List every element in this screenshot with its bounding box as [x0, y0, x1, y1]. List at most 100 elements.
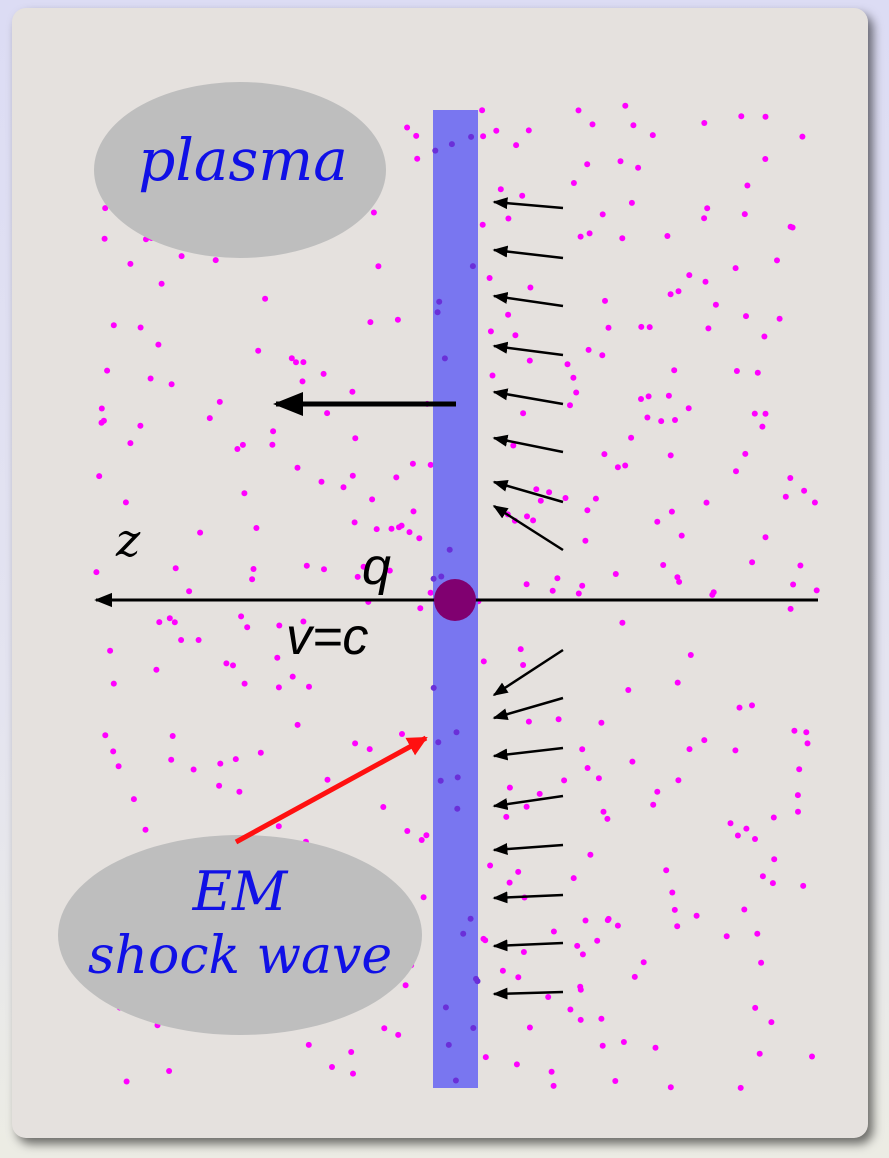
plasma-particle — [474, 978, 481, 985]
plasma-particle — [782, 493, 789, 500]
plasma-particle — [791, 727, 798, 734]
plasma-particle — [622, 462, 629, 469]
plasma-particle — [418, 837, 425, 843]
field-arrow — [492, 987, 564, 1000]
plasma-particle — [799, 133, 806, 140]
plasma-particle — [241, 680, 248, 687]
plasma-particle — [321, 566, 327, 573]
plasma-particle — [732, 747, 739, 754]
plasma-particle — [93, 569, 100, 576]
plasma-particle — [801, 487, 808, 494]
plasma-particle — [369, 496, 376, 503]
plasma-particle — [274, 654, 281, 661]
plasma-particle — [381, 1025, 388, 1032]
plasma-particle — [360, 563, 367, 570]
plasma-particle — [776, 315, 783, 322]
field-arrow — [492, 891, 564, 904]
plasma-particle — [570, 180, 577, 186]
plasma-particle — [469, 263, 476, 270]
plasma-particle — [470, 1025, 477, 1031]
plasma-particle — [289, 673, 296, 680]
plasma-particle — [628, 199, 635, 206]
plasma-particle — [756, 1050, 763, 1057]
plasma-particle — [744, 182, 751, 189]
plasma-particle — [625, 687, 632, 693]
plasma-particle — [104, 367, 111, 374]
plasma-particle — [438, 573, 445, 580]
plasma-particle — [216, 398, 223, 405]
plasma-particle — [685, 405, 692, 412]
plasma-particle — [166, 615, 173, 622]
plasma-particle — [489, 372, 496, 379]
plasma-particle — [172, 565, 179, 572]
plasma-particle — [340, 484, 347, 491]
plasma-particle — [769, 880, 776, 887]
em-pointer-arrow — [234, 735, 428, 845]
plasma-particle — [525, 718, 532, 725]
plasma-particle — [794, 792, 801, 799]
plasma-particle — [241, 490, 248, 497]
plasma-particle — [629, 758, 636, 765]
plasma-particle — [743, 313, 749, 320]
plasma-particle — [480, 133, 487, 140]
plasma-particle — [249, 576, 256, 583]
plasma-particle — [733, 468, 739, 475]
plasma-particle — [512, 332, 519, 339]
plasma-particle — [577, 233, 584, 240]
plasma-particle — [303, 562, 310, 569]
plasma-particle — [352, 435, 359, 442]
plasma-particle — [513, 142, 520, 149]
plasma-particle — [567, 1006, 574, 1013]
plasma-particle — [605, 324, 612, 331]
plasma-particle — [239, 441, 246, 448]
field-arrow — [492, 648, 564, 697]
plasma-particle — [617, 158, 624, 165]
plasma-particle — [375, 263, 382, 270]
plasma-particle — [275, 684, 282, 691]
plasma-particle — [497, 186, 504, 193]
plasma-particle — [487, 862, 494, 869]
plasma-particle — [452, 1077, 459, 1084]
plasma-particle — [506, 879, 513, 886]
plasma-particle — [577, 986, 584, 993]
field-vectors — [492, 197, 564, 1000]
em-label-line2: shock wave — [88, 926, 392, 986]
plasma-particle — [654, 788, 661, 795]
plasma-particle — [795, 808, 801, 815]
plasma-particle — [217, 760, 224, 767]
plasma-particle — [300, 618, 307, 625]
plasma-particle — [276, 622, 283, 629]
plasma-particle — [409, 460, 416, 467]
plasma-particle — [589, 121, 596, 128]
plasma-particle — [712, 301, 719, 308]
plasma-particle — [669, 889, 676, 896]
plasma-particle — [262, 295, 269, 302]
charge-label: q — [362, 538, 391, 596]
plasma-particle — [548, 1068, 555, 1075]
plasma-particle — [759, 873, 766, 880]
plasma-particle — [787, 475, 794, 481]
plasma-particle — [638, 323, 645, 330]
plasma-particle — [762, 534, 769, 541]
plasma-particle — [667, 452, 674, 459]
plasma-particle — [545, 994, 552, 1000]
plasma-particle — [672, 417, 678, 423]
plasma-particle — [575, 107, 582, 114]
plasma-particle — [762, 156, 769, 162]
plasma-particle — [526, 357, 533, 364]
plasma-particle — [800, 882, 807, 889]
plasma-particle — [348, 1049, 355, 1055]
plasma-particle — [234, 446, 241, 452]
plasma-particle — [178, 253, 185, 260]
plasma-particle — [480, 658, 487, 665]
plasma-particle — [631, 973, 638, 980]
plasma-particle — [414, 155, 421, 162]
plasma-particle — [142, 826, 149, 833]
plasma-particle — [370, 209, 377, 216]
plasma-particle — [349, 472, 356, 479]
plasma-particle — [153, 666, 160, 673]
plasma-particle — [727, 820, 734, 827]
plasma-particle — [98, 405, 105, 412]
plasma-particle — [453, 729, 460, 736]
plasma-particle — [123, 1078, 130, 1085]
